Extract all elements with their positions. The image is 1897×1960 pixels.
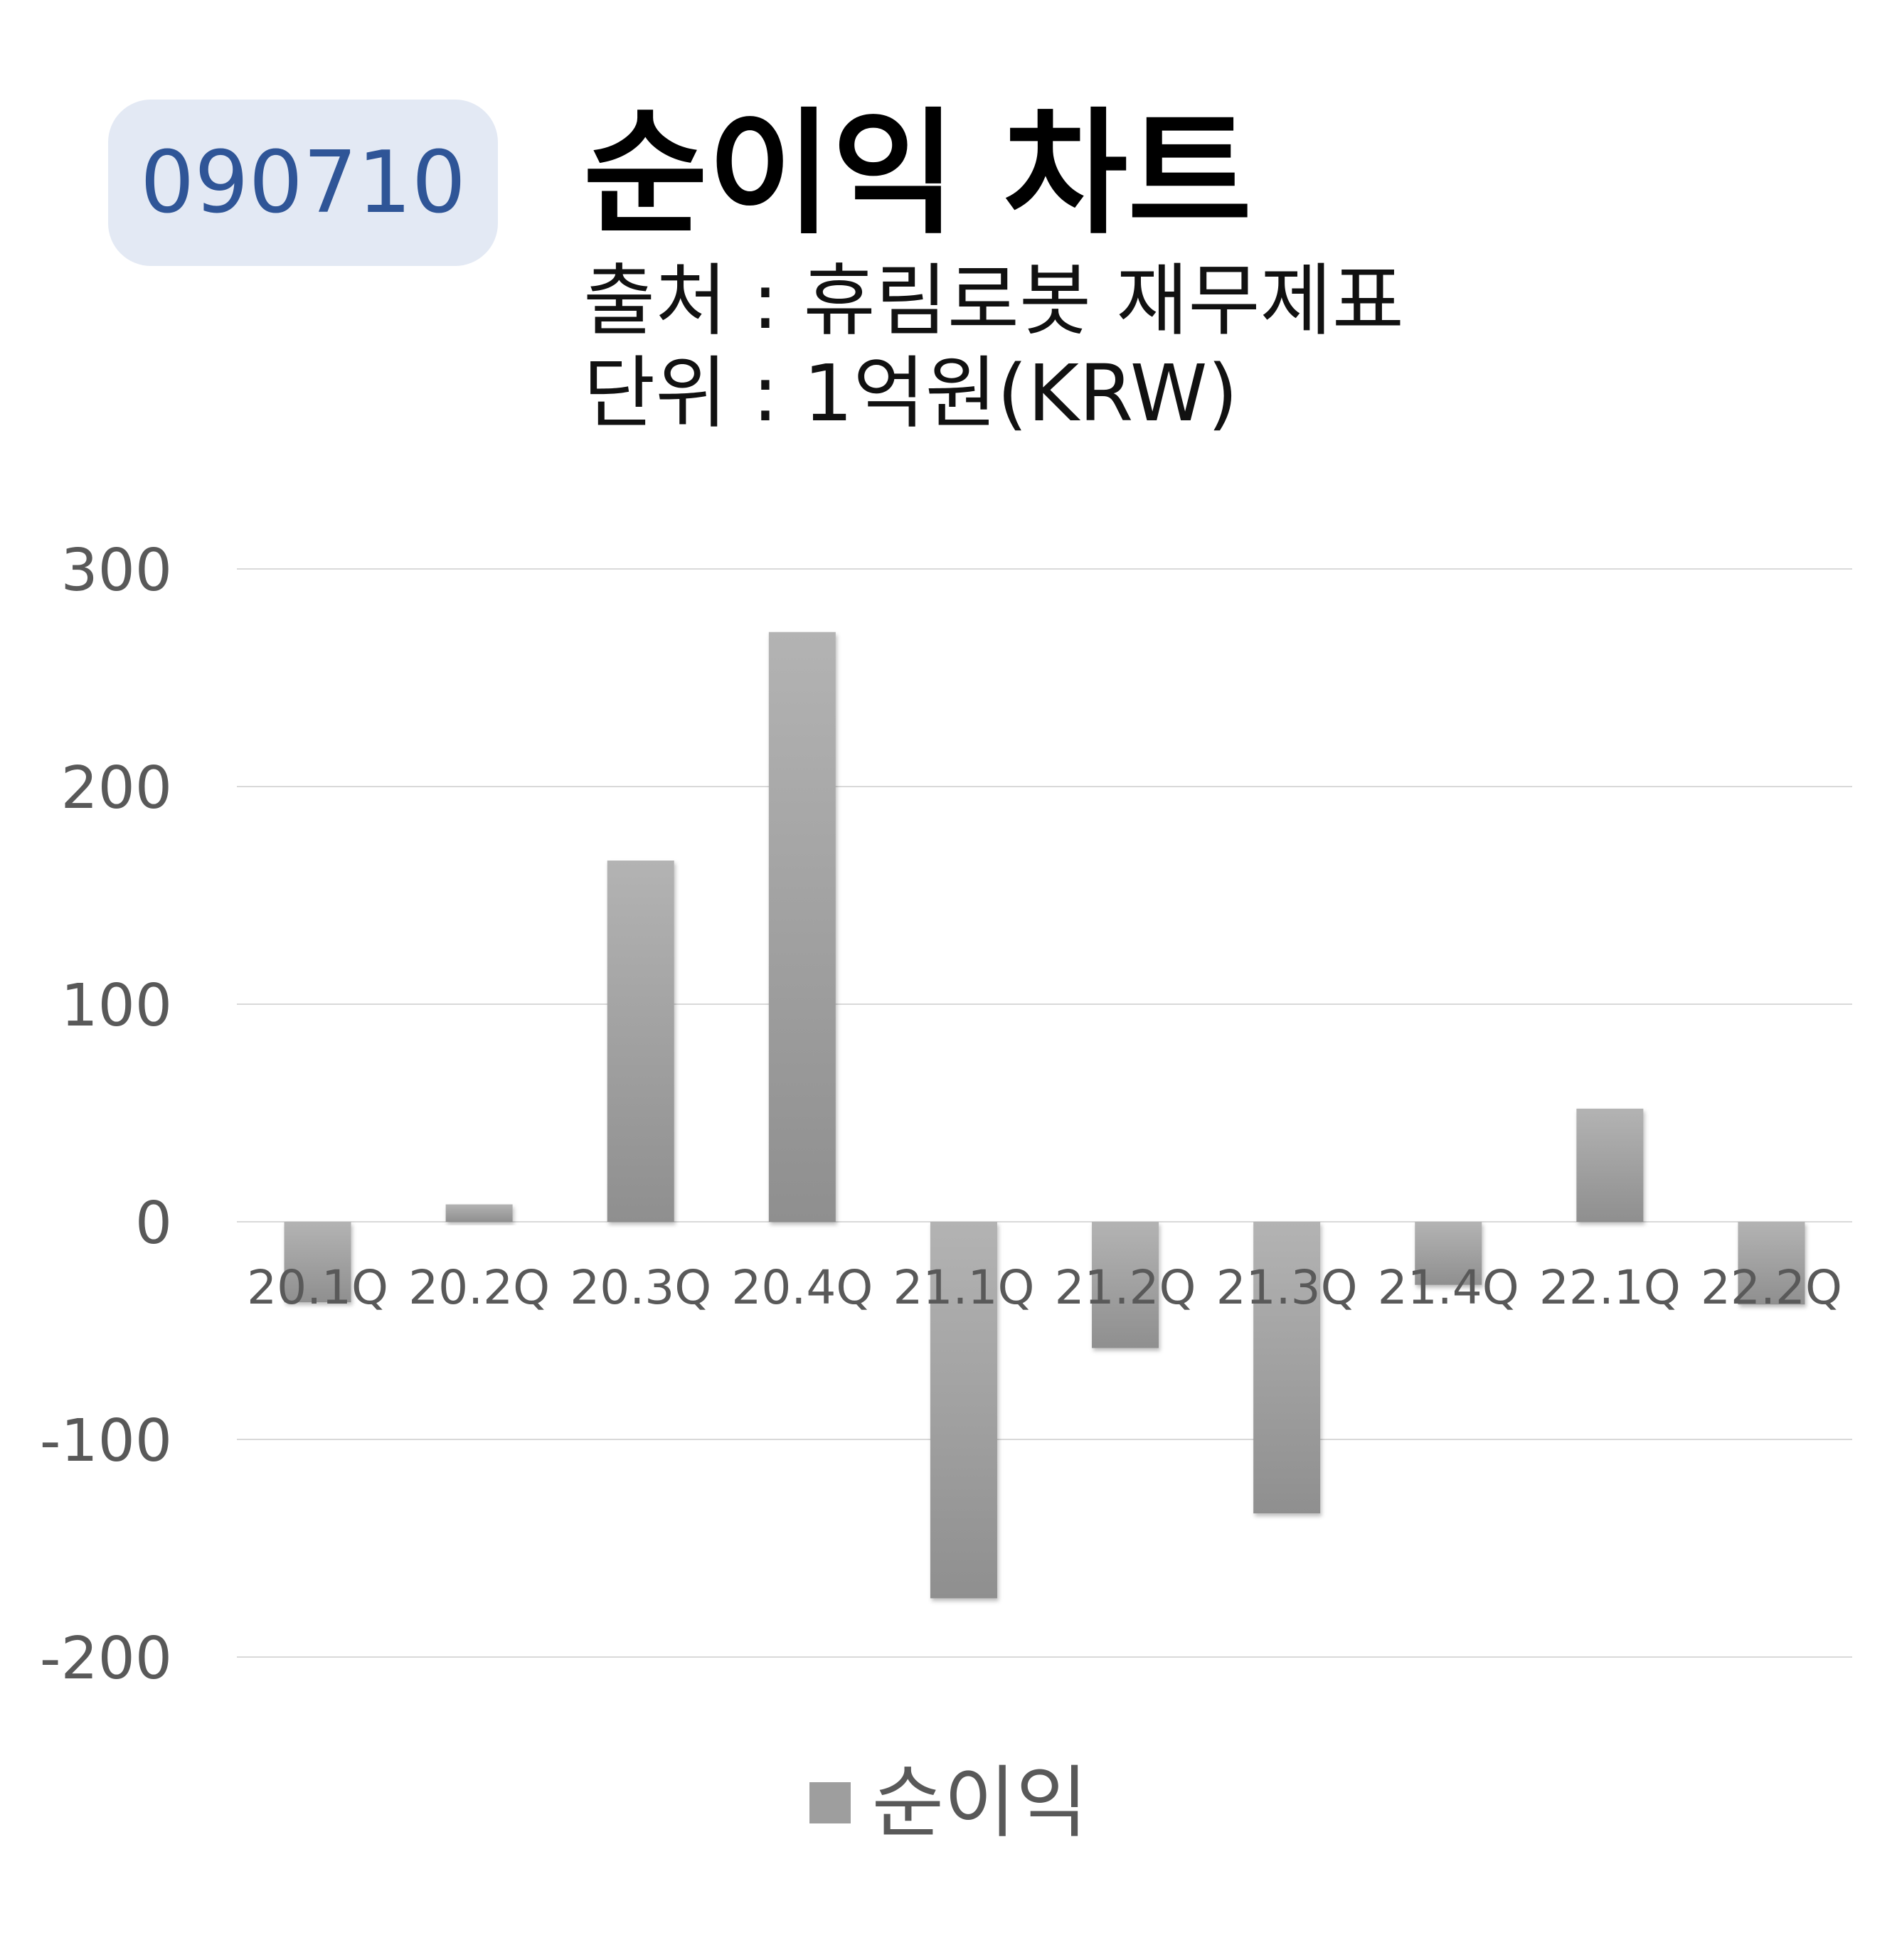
x-tick-label: 21.2Q [1055,1260,1196,1315]
x-tick-label: 20.1Q [247,1260,388,1315]
x-axis-ticks: 20.1Q 20.2Q 20.3Q 20.4Q 21.1Q 21.2Q 21.3Q 21.4Q… [247,1260,1842,1315]
x-tick-label: 22.2Q [1701,1260,1842,1315]
y-tick-label: 0 [135,1190,172,1257]
x-tick-label: 20.3Q [570,1260,711,1315]
bars [284,632,1805,1599]
chart-title: 순이익 차트 [583,95,1253,252]
x-tick-label: 20.4Q [731,1260,873,1315]
bar-20.3Q [607,861,674,1222]
bar-21.4Q [1415,1222,1482,1285]
legend-label: 순이익 [871,1757,1088,1848]
bar-22.1Q [1576,1108,1644,1222]
legend-swatch [809,1782,851,1823]
bar-21.1Q [930,1222,997,1599]
x-tick-label: 21.4Q [1378,1260,1519,1315]
bar-20.1Q [284,1222,351,1303]
x-tick-label: 21.1Q [893,1260,1034,1315]
bar-22.2Q [1738,1222,1805,1305]
bar-21.2Q [1092,1222,1159,1348]
stock-code-badge: 090710 [108,100,498,266]
y-tick-label: 200 [60,755,172,822]
y-tick-label: -100 [40,1407,172,1475]
y-tick-label: 300 [60,537,172,604]
bar-20.2Q [445,1204,513,1222]
unit-note: 단위 : 1억원(KRW) [583,348,1238,439]
x-tick-label: 21.3Q [1216,1260,1358,1315]
bar-20.4Q [768,632,836,1222]
y-tick-label: 100 [60,972,172,1040]
bar-21.3Q [1253,1222,1321,1514]
x-tick-label: 20.2Q [408,1260,550,1315]
x-tick-label: 22.1Q [1539,1260,1681,1315]
source-note: 출처 : 휴림로봇 재무제표 [583,255,1404,346]
y-axis-ticks: 300 200 100 0 -100 -200 [40,537,172,1693]
y-tick-label: -200 [40,1625,172,1693]
legend: 순이익 [0,1764,1897,1842]
